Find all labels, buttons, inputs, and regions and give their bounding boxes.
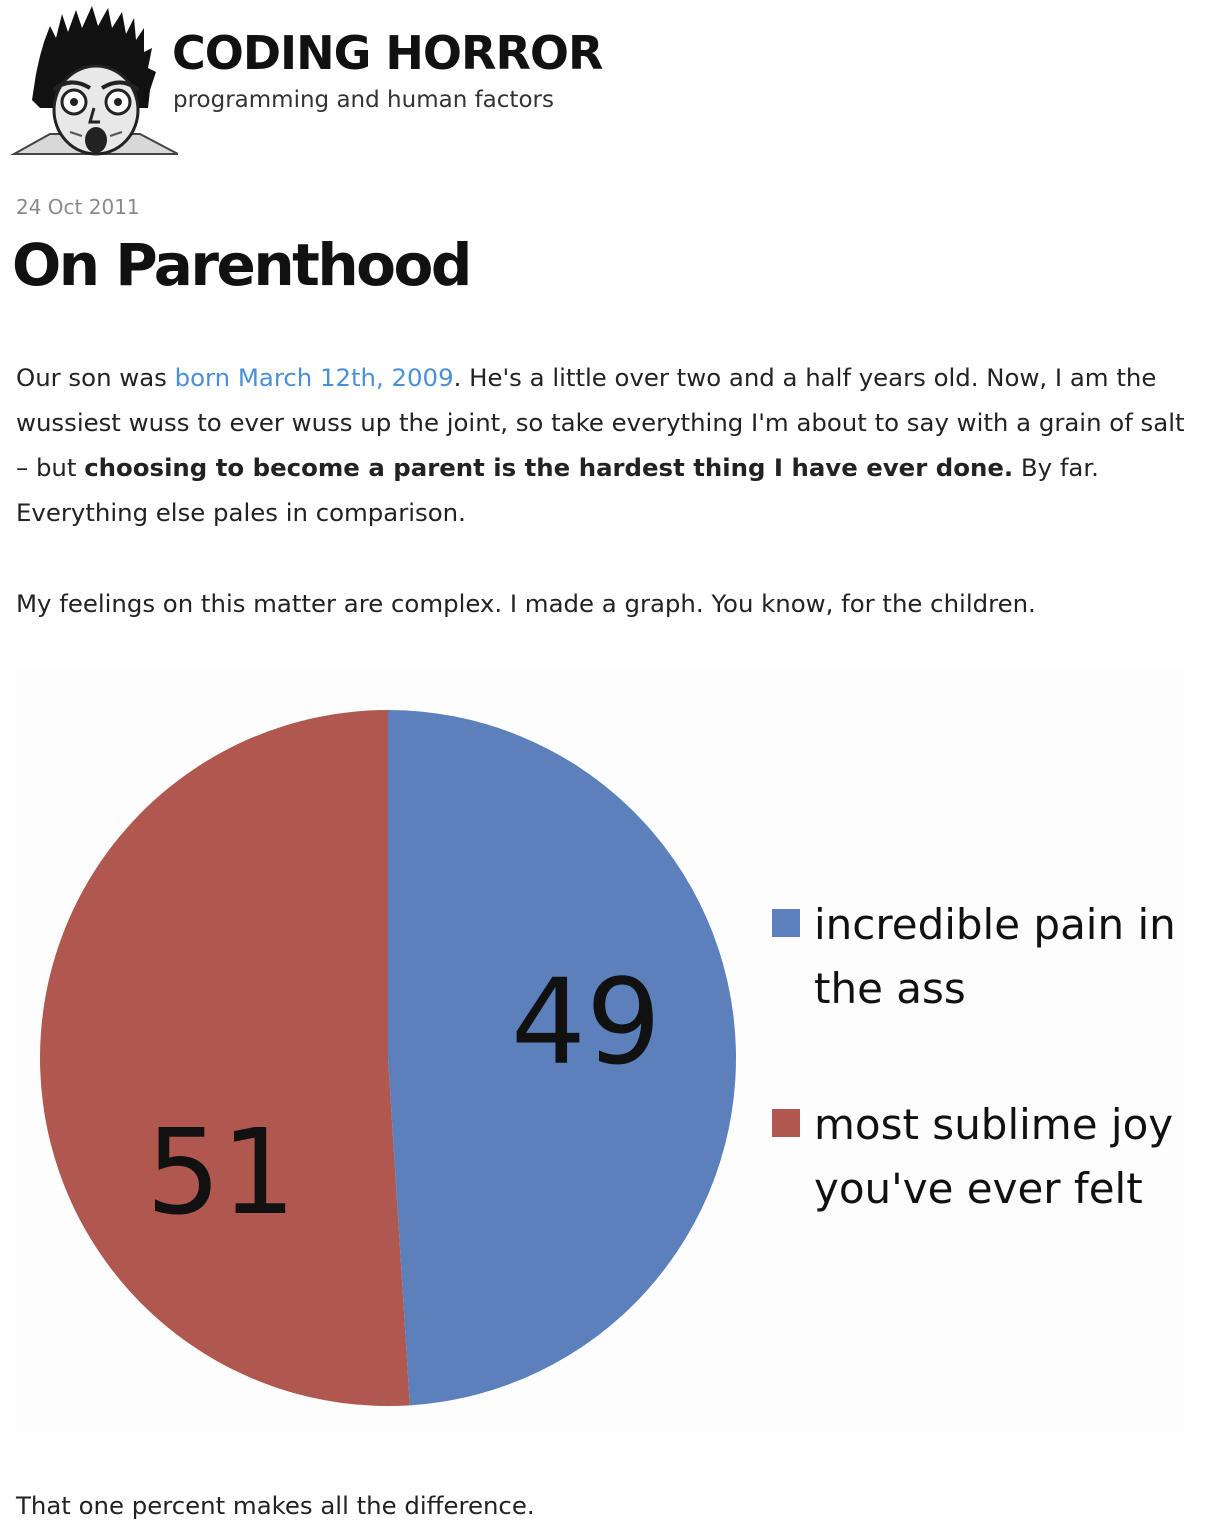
pie-slice-pain bbox=[388, 710, 736, 1406]
birth-date-link[interactable]: born March 12th, 2009 bbox=[174, 363, 454, 392]
post-date: 24 Oct 2011 bbox=[16, 195, 140, 219]
graph-intro-paragraph: My feelings on this matter are complex. … bbox=[16, 589, 1036, 618]
intro-mid-text: . He's a little over two and a half year… bbox=[16, 363, 1185, 482]
legend-label-pain: incredible pain in bbox=[814, 900, 1176, 949]
intro-tail-text: By far. Everything else pales in compari… bbox=[16, 453, 1099, 527]
legend-label-pain: the ass bbox=[814, 964, 966, 1013]
pie-chart-svg: 49 51 incredible pain in the ass most sublim… bbox=[39, 710, 1176, 1406]
intro-bold-text: choosing to become a parent is the harde… bbox=[84, 453, 1014, 482]
site-header: CODING HORROR programming and human fact… bbox=[10, 4, 710, 156]
legend-label-joy: most sublime joy bbox=[814, 1100, 1173, 1149]
legend-swatch-pain bbox=[772, 909, 800, 937]
pie-value-label-pain: 49 bbox=[511, 953, 661, 1091]
screaming-face-logo-icon[interactable] bbox=[10, 4, 178, 156]
intro-paragraph: Our son was born March 12th, 2009. He's … bbox=[16, 355, 1186, 535]
parenthood-pie-chart: 49 51 incredible pain in the ass most sublim… bbox=[16, 668, 1186, 1433]
legend-swatch-joy bbox=[772, 1109, 800, 1137]
intro-lead-text: Our son was bbox=[16, 363, 175, 392]
pie-slice-joy bbox=[39, 710, 410, 1406]
site-title[interactable]: CODING HORROR bbox=[172, 26, 603, 80]
legend-label-joy: you've ever felt bbox=[814, 1164, 1143, 1213]
post-title[interactable]: On Parenthood bbox=[12, 231, 472, 299]
closing-paragraph: That one percent makes all the differenc… bbox=[16, 1491, 535, 1520]
site-tagline: programming and human factors bbox=[173, 87, 554, 113]
pie-value-label-joy: 51 bbox=[146, 1103, 296, 1241]
